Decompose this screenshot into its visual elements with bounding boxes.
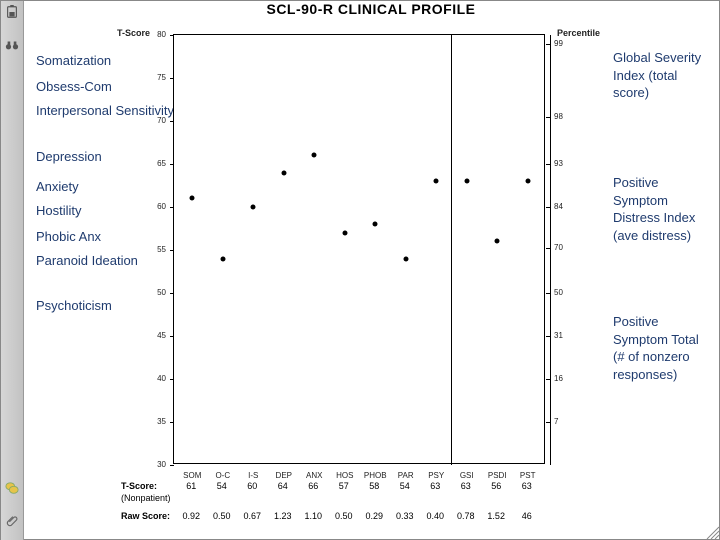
raw-hos: 0.50	[329, 511, 359, 521]
ytick: 65	[157, 159, 166, 168]
dimension-depression: Depression	[36, 149, 102, 165]
percentile-tick: 93	[554, 159, 563, 168]
data-point-pst	[525, 179, 530, 184]
dimension-psychoticism: Psychoticism	[36, 298, 112, 314]
t-par: 54	[389, 481, 419, 491]
paperclip-icon[interactable]	[5, 514, 19, 533]
t-i-s: 60	[237, 481, 267, 491]
dimension-anxiety: Anxiety	[36, 179, 79, 195]
data-point-o-c	[220, 256, 225, 261]
xlabel-psy: PSY	[428, 471, 444, 480]
data-point-psdi	[495, 239, 500, 244]
ytick: 60	[157, 202, 166, 211]
t-psy: 63	[420, 481, 450, 491]
data-point-anx	[312, 153, 317, 158]
xlabel-i-s: I-S	[248, 471, 258, 480]
t-psdi: 56	[481, 481, 511, 491]
percentile-tick: 7	[554, 417, 558, 426]
t-phob: 58	[359, 481, 389, 491]
left-toolbar	[1, 1, 24, 540]
percentile-tick: 70	[554, 243, 563, 252]
data-point-phob	[373, 222, 378, 227]
t-som: 61	[176, 481, 206, 491]
ytick: 75	[157, 73, 166, 82]
raw-som: 0.92	[176, 511, 206, 521]
raw-phob: 0.29	[359, 511, 389, 521]
dimension-phobic-anx: Phobic Anx	[36, 229, 101, 245]
percentile-tick: 84	[554, 202, 563, 211]
raw-pst: 46	[511, 511, 541, 521]
data-point-som	[190, 196, 195, 201]
raw-i-s: 0.67	[237, 511, 267, 521]
raw-par: 0.33	[389, 511, 419, 521]
dimension-paranoid-ideation: Paranoid Ideation	[36, 253, 138, 269]
raw-dep: 1.23	[268, 511, 298, 521]
raw-gsi: 0.78	[450, 511, 480, 521]
t-score-row: T-Score:615460646657585463635663	[121, 481, 176, 491]
ytick: 70	[157, 116, 166, 125]
t-o-c: 54	[207, 481, 237, 491]
data-point-i-s	[251, 205, 256, 210]
chat-icon[interactable]	[5, 481, 19, 500]
raw-o-c: 0.50	[207, 511, 237, 521]
chart-title: SCL-90-R CLINICAL PROFILE	[266, 1, 475, 17]
data-point-hos	[342, 230, 347, 235]
percentile-tick: 16	[554, 374, 563, 383]
ytick: 50	[157, 288, 166, 297]
ytick: 80	[157, 30, 166, 39]
t-anx: 66	[298, 481, 328, 491]
binoculars-icon[interactable]	[5, 38, 19, 57]
dimension-somatization: Somatization	[36, 53, 111, 69]
data-point-gsi	[464, 179, 469, 184]
percentile-tick: 98	[554, 112, 563, 121]
subscale-separator	[451, 35, 452, 465]
dimension-hostility: Hostility	[36, 203, 82, 219]
axis-label-percentile: Percentile	[557, 28, 600, 38]
nonpatient-note: (Nonpatient)	[121, 493, 191, 503]
data-point-psy	[434, 179, 439, 184]
data-point-dep	[281, 170, 286, 175]
t-hos: 57	[329, 481, 359, 491]
xlabel-som: SOM	[183, 471, 201, 480]
raw-anx: 1.10	[298, 511, 328, 521]
percentile-tick: 99	[554, 39, 563, 48]
t-pst: 63	[511, 481, 541, 491]
summary-note: Positive Symptom Total (# of nonzero res…	[613, 313, 711, 383]
dimension-obsess-com: Obsess-Com	[36, 79, 112, 95]
ytick: 45	[157, 331, 166, 340]
profile-frame: SCL-90-R CLINICAL PROFILE T-Score Percen…	[0, 0, 720, 540]
xlabel-dep: DEP	[276, 471, 292, 480]
chart-title-wrap: SCL-90-R CLINICAL PROFILE	[23, 1, 719, 27]
summary-note: Positive Symptom Distress Index (ave dis…	[613, 174, 711, 244]
data-point-par	[403, 256, 408, 261]
xlabel-psdi: PSDI	[488, 471, 507, 480]
resize-grip-icon[interactable]	[705, 525, 719, 539]
xlabel-anx: ANX	[306, 471, 322, 480]
axis-label-tscore: T-Score	[117, 28, 150, 38]
profile-plot: 303540455055606570758099989384705031167S…	[173, 34, 545, 464]
t-dep: 64	[268, 481, 298, 491]
ytick: 40	[157, 374, 166, 383]
xlabel-hos: HOS	[336, 471, 353, 480]
summary-note: Global Severity Index (total score)	[613, 49, 711, 102]
raw-psy: 0.40	[420, 511, 450, 521]
xlabel-o-c: O-C	[215, 471, 230, 480]
ytick: 30	[157, 460, 166, 469]
xlabel-par: PAR	[398, 471, 414, 480]
xlabel-gsi: GSI	[460, 471, 474, 480]
percentile-tick: 50	[554, 288, 563, 297]
xlabel-phob: PHOB	[364, 471, 387, 480]
xlabel-pst: PST	[520, 471, 536, 480]
ytick: 55	[157, 245, 166, 254]
percentile-tick: 31	[554, 331, 563, 340]
ytick: 35	[157, 417, 166, 426]
raw-score-row: Raw Score:0.920.500.671.231.100.500.290.…	[121, 511, 176, 521]
t-gsi: 63	[450, 481, 480, 491]
raw-psdi: 1.52	[481, 511, 511, 521]
battery-icon[interactable]	[5, 5, 19, 24]
dimension-interpersonal-sensitivity: Interpersonal Sensitivity	[36, 103, 174, 119]
